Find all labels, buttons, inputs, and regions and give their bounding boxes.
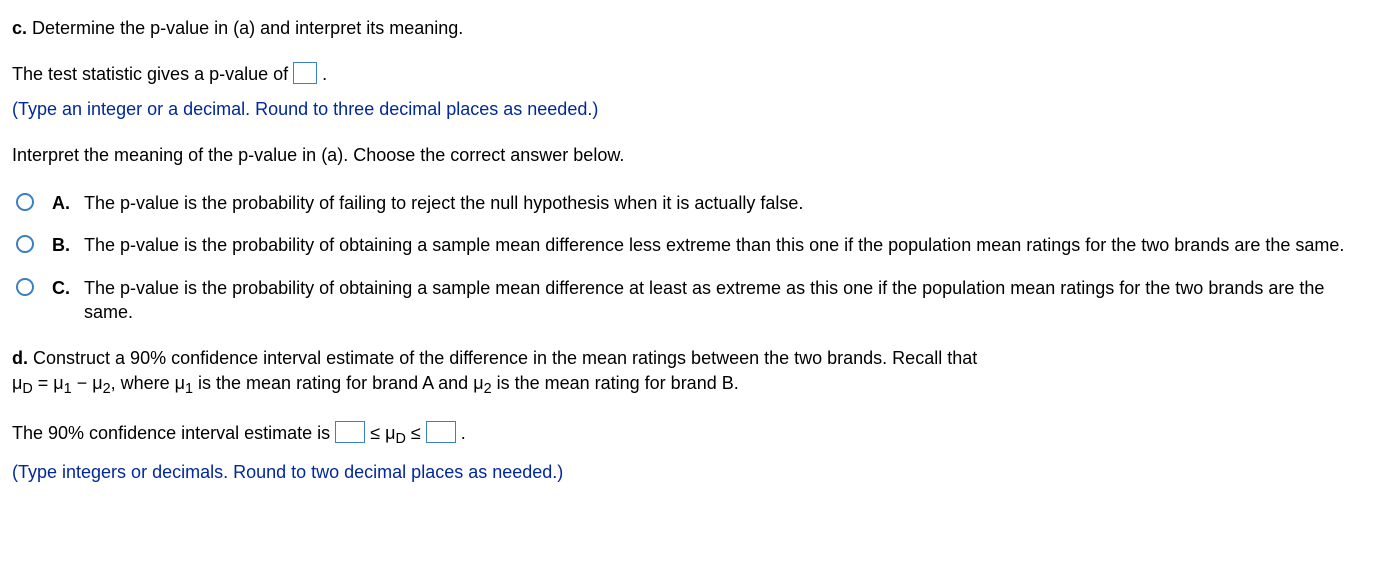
section-d-hint: (Type integers or decimals. Round to two… bbox=[12, 460, 1372, 484]
section-c-heading: c. Determine the p-value in (a) and inte… bbox=[12, 16, 1372, 40]
pvalue-input[interactable] bbox=[293, 62, 317, 84]
ci-after: . bbox=[461, 423, 466, 443]
section-c-hint: (Type an integer or a decimal. Round to … bbox=[12, 97, 1372, 121]
eq: = bbox=[33, 373, 54, 393]
pvalue-after: . bbox=[322, 64, 327, 84]
section-c-prompt: Determine the p-value in (a) and interpr… bbox=[32, 18, 463, 38]
ci-upper-input[interactable] bbox=[426, 421, 456, 443]
option-c-text: The p-value is the probability of obtain… bbox=[84, 276, 1372, 325]
is-mean-a: is the mean rating for brand A and bbox=[193, 373, 473, 393]
leq1: ≤ bbox=[370, 423, 385, 443]
option-a: A. The p-value is the probability of fai… bbox=[16, 191, 1372, 215]
option-c: C. The p-value is the probability of obt… bbox=[16, 276, 1372, 325]
minus: − bbox=[72, 373, 93, 393]
mu-2b: μ bbox=[473, 373, 483, 393]
option-a-letter: A. bbox=[52, 191, 70, 215]
pvalue-line: The test statistic gives a p-value of . bbox=[12, 62, 1372, 86]
sub-1b: 1 bbox=[185, 381, 193, 397]
sub-2: 2 bbox=[103, 381, 111, 397]
option-c-letter: C. bbox=[52, 276, 70, 300]
sub-dc: D bbox=[395, 431, 405, 447]
section-d-text1: Construct a 90% confidence interval esti… bbox=[33, 348, 977, 368]
section-d-label: d. bbox=[12, 348, 28, 368]
ci-before: The 90% confidence interval estimate is bbox=[12, 423, 335, 443]
section-d-block: d. Construct a 90% confidence interval e… bbox=[12, 346, 1372, 399]
ci-lower-input[interactable] bbox=[335, 421, 365, 443]
radio-a[interactable] bbox=[16, 193, 34, 211]
mu-2: μ bbox=[92, 373, 102, 393]
option-a-text: The p-value is the probability of failin… bbox=[84, 191, 1372, 215]
leq2: ≤ bbox=[406, 423, 426, 443]
option-b-text: The p-value is the probability of obtain… bbox=[84, 233, 1372, 257]
mu-1b: μ bbox=[175, 373, 185, 393]
sub-1: 1 bbox=[64, 381, 72, 397]
pvalue-before: The test statistic gives a p-value of bbox=[12, 64, 293, 84]
options-group: A. The p-value is the probability of fai… bbox=[12, 191, 1372, 324]
mu-1: μ bbox=[53, 373, 63, 393]
comma-where: , where bbox=[111, 373, 175, 393]
sub-2b: 2 bbox=[484, 381, 492, 397]
interpret-prompt: Interpret the meaning of the p-value in … bbox=[12, 143, 1372, 167]
radio-c[interactable] bbox=[16, 278, 34, 296]
is-mean-b: is the mean rating for brand B. bbox=[492, 373, 739, 393]
option-b-letter: B. bbox=[52, 233, 70, 257]
section-c-label: c. bbox=[12, 18, 27, 38]
ci-line: The 90% confidence interval estimate is … bbox=[12, 421, 1372, 449]
mu-d: μ bbox=[12, 373, 22, 393]
sub-d: D bbox=[22, 381, 32, 397]
option-b: B. The p-value is the probability of obt… bbox=[16, 233, 1372, 257]
radio-b[interactable] bbox=[16, 235, 34, 253]
mu-dc: μ bbox=[385, 423, 395, 443]
